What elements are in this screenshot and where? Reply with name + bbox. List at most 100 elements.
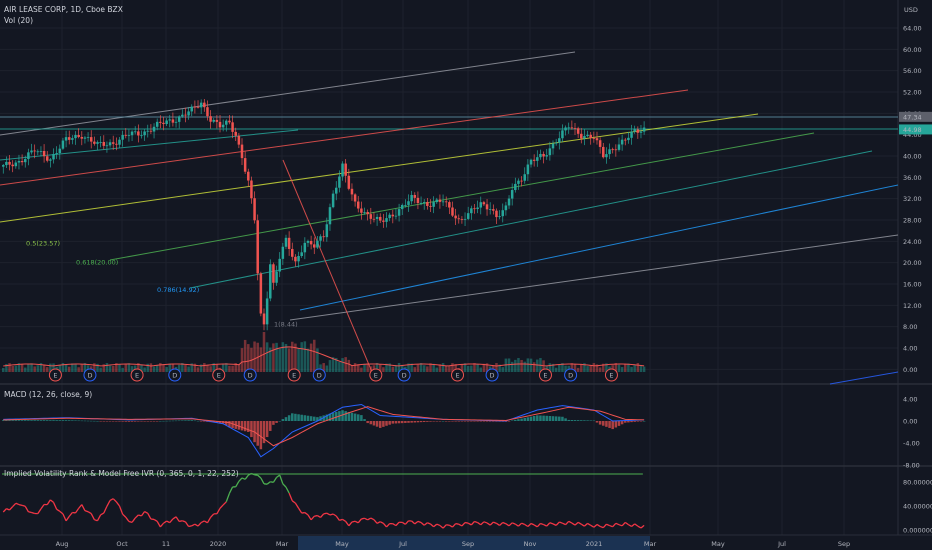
ivr-line-segment bbox=[373, 519, 378, 524]
volume-bar bbox=[388, 363, 391, 372]
ivr-line-segment bbox=[442, 524, 447, 529]
macd-histogram-bar bbox=[165, 420, 168, 422]
volume-label: Vol (20) bbox=[4, 16, 33, 25]
volume-ma-line bbox=[3, 346, 645, 367]
candle-body bbox=[272, 264, 275, 283]
volume-bar bbox=[284, 343, 288, 372]
macd-histogram-bar bbox=[639, 421, 643, 422]
dividend-marker[interactable]: D bbox=[397, 368, 411, 382]
volume-bar bbox=[14, 365, 18, 372]
macd-histogram-bar bbox=[558, 416, 561, 421]
ivr-line-segment bbox=[615, 522, 620, 526]
dividend-marker[interactable]: D bbox=[312, 368, 326, 382]
ivr-line-segment bbox=[153, 518, 158, 522]
ivr-line-segment bbox=[40, 504, 45, 510]
ivr-line-segment bbox=[128, 520, 133, 523]
volume-bar bbox=[338, 361, 341, 372]
volume-bar bbox=[624, 363, 627, 372]
volume-bar bbox=[325, 365, 329, 372]
volume-bar bbox=[473, 363, 476, 372]
earnings-marker[interactable]: E bbox=[369, 368, 383, 382]
candle-body bbox=[466, 213, 470, 219]
candle-body bbox=[366, 211, 369, 215]
volume-bar bbox=[253, 341, 256, 372]
volume-bar bbox=[102, 364, 106, 372]
ivr-line-segment bbox=[533, 524, 538, 528]
candle-body bbox=[602, 146, 605, 158]
macd-histogram-bar bbox=[542, 415, 545, 421]
candle-body bbox=[501, 210, 505, 217]
ivr-line-segment bbox=[376, 521, 381, 524]
candle-body bbox=[247, 171, 250, 181]
signal-line bbox=[3, 406, 645, 447]
volume-bar bbox=[108, 365, 112, 372]
event-marker-circle bbox=[538, 368, 552, 382]
dividend-marker[interactable]: D bbox=[564, 368, 578, 382]
volume-bar bbox=[181, 363, 184, 372]
ivr-line-segment bbox=[599, 525, 604, 529]
macd-histogram-bar bbox=[583, 420, 586, 421]
ivr-line-segment bbox=[461, 522, 466, 527]
time-axis-highlight bbox=[298, 536, 650, 550]
candle-body bbox=[488, 209, 492, 210]
candle-body bbox=[71, 138, 74, 140]
dividend-marker[interactable]: D bbox=[243, 368, 257, 382]
candle-body bbox=[105, 145, 109, 147]
macd-histogram-bar bbox=[294, 413, 297, 421]
dividend-marker[interactable]: D bbox=[168, 368, 182, 382]
volume-bar bbox=[470, 365, 473, 372]
macd-histogram-bar bbox=[284, 417, 288, 421]
volume-bar bbox=[334, 357, 338, 372]
candle-body bbox=[325, 224, 329, 238]
candle-body bbox=[338, 176, 341, 188]
macd-histogram-bar bbox=[228, 421, 231, 428]
earnings-marker[interactable]: E bbox=[538, 368, 552, 382]
candle-body bbox=[74, 134, 77, 139]
candle-body bbox=[159, 121, 162, 123]
ivr-line-segment bbox=[606, 523, 610, 527]
volume-bar bbox=[99, 367, 102, 372]
volume-bar bbox=[2, 368, 5, 372]
dividend-marker[interactable]: D bbox=[83, 368, 97, 382]
ivr-line-segment bbox=[84, 510, 89, 513]
macd-histogram-bar bbox=[105, 421, 109, 422]
candle-body bbox=[627, 137, 630, 141]
earnings-marker[interactable]: E bbox=[287, 368, 301, 382]
ivr-line-segment bbox=[370, 517, 375, 521]
candle-body bbox=[532, 159, 536, 161]
earnings-marker[interactable]: E bbox=[451, 368, 465, 382]
macd-histogram-bar bbox=[382, 421, 385, 427]
ivr-line-segment bbox=[609, 524, 613, 528]
event-marker-circle bbox=[564, 368, 578, 382]
volume-bar bbox=[137, 363, 140, 372]
time-axis[interactable]: Aug Oct 11 2020 Mar May Jul Sep Nov 2021 Mar May Jul… bbox=[56, 536, 850, 550]
macd-histogram-bar bbox=[61, 420, 65, 421]
candle-body bbox=[448, 202, 451, 208]
candle-body bbox=[454, 215, 457, 219]
volume-bar bbox=[215, 363, 219, 372]
macd-histogram-bar bbox=[432, 421, 435, 422]
earnings-marker[interactable]: E bbox=[130, 368, 144, 382]
earnings-marker[interactable]: E bbox=[604, 368, 618, 382]
earnings-marker[interactable]: E bbox=[48, 368, 62, 382]
macd-histogram-bar bbox=[341, 410, 344, 421]
volume-bar bbox=[529, 358, 533, 372]
ivr-line-segment bbox=[514, 523, 519, 527]
candle-body bbox=[58, 148, 62, 154]
ivr-line-segment bbox=[455, 523, 459, 525]
earnings-marker[interactable]: E bbox=[212, 368, 226, 382]
dividend-marker[interactable]: D bbox=[485, 368, 499, 382]
price-tick-label: 52.00 bbox=[903, 89, 922, 97]
candle-body bbox=[306, 240, 310, 243]
candle-body bbox=[55, 153, 58, 155]
price-axis: 64.0060.0056.0052.0048.0044.0040.0036.00… bbox=[899, 25, 932, 535]
event-marker-label: E bbox=[455, 372, 459, 380]
macd-histogram-bar bbox=[177, 420, 181, 422]
candle-body bbox=[542, 153, 545, 157]
macd-histogram-bar bbox=[598, 421, 602, 425]
ivr-line-segment bbox=[524, 523, 529, 528]
volume-bar bbox=[400, 364, 404, 372]
ivr-line-segment bbox=[483, 521, 488, 524]
